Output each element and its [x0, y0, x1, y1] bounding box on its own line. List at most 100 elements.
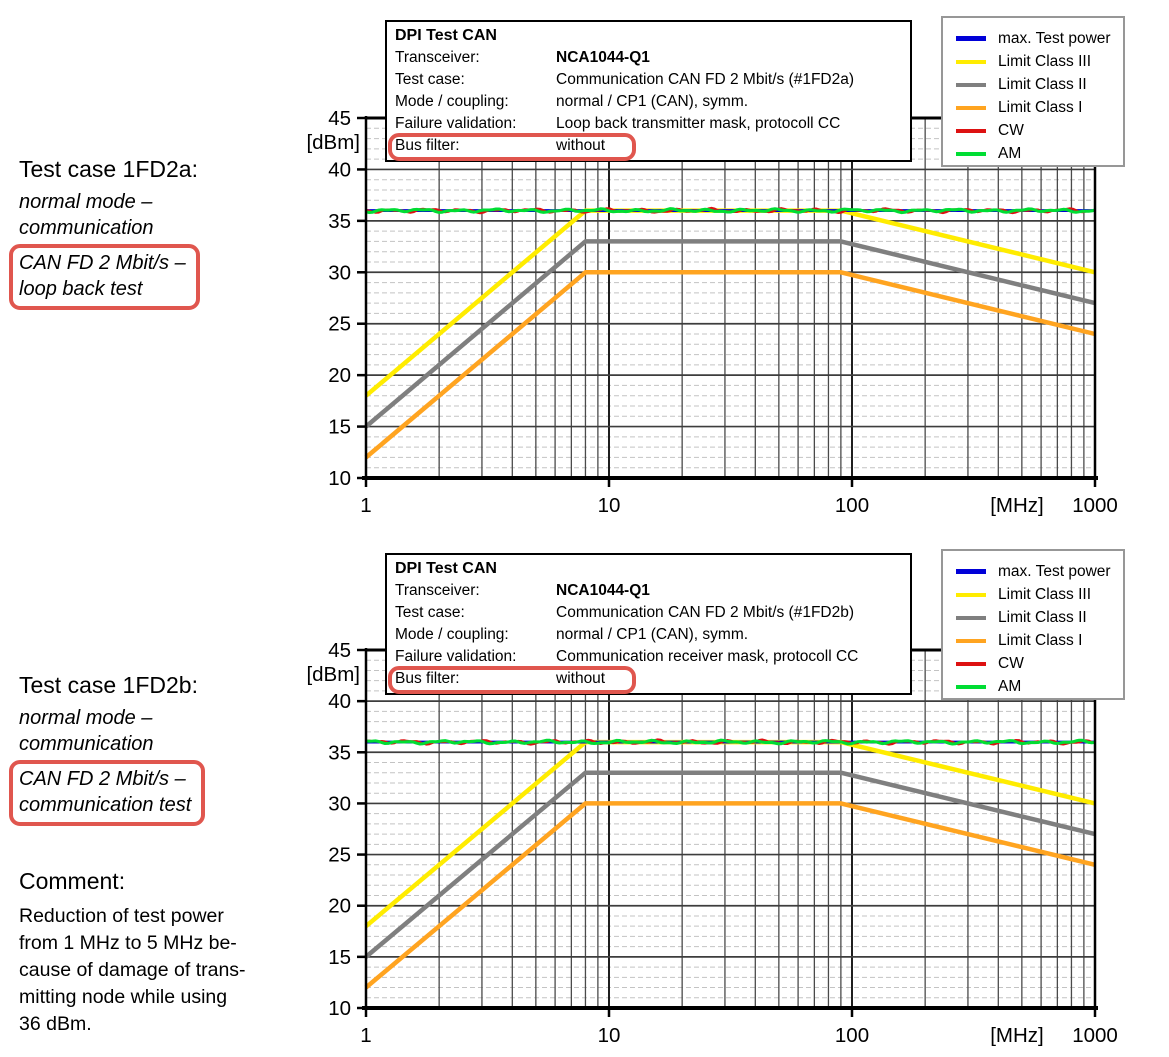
legend-item-am: AM	[956, 142, 1123, 165]
test-case-italic-line: normal mode –	[19, 191, 153, 213]
comment-block: Comment: Reduction of test power from 1 M…	[19, 868, 246, 1038]
legend-line-sample	[956, 592, 986, 597]
test-case-italic-line: communication	[19, 217, 154, 239]
y-tick-label: 20	[328, 364, 351, 387]
series-limit-class-i	[364, 801, 1096, 990]
legend-item-label: Limit Class II	[998, 75, 1087, 93]
legend-item-label: CW	[998, 654, 1024, 672]
info-box-row-test-case: Test case: Communication CAN FD 2 Mbit/s …	[395, 69, 902, 91]
info-row-label: Failure validation:	[395, 115, 517, 132]
legend-line-sample	[956, 684, 986, 689]
grid-vertical-decades	[608, 118, 853, 478]
legend-item-label: AM	[998, 144, 1022, 162]
info-box-row-mode-coupling: Mode / coupling: normal / CP1 (CAN), symm…	[395, 91, 902, 113]
y-tick-label: 25	[328, 313, 351, 336]
info-row-value: Communication CAN FD 2 Mbit/s (#1FD2a)	[556, 71, 855, 88]
y-tick-label: 35	[328, 210, 351, 233]
info-box-title: DPI Test CAN	[395, 27, 497, 44]
x-tick-label: 1	[360, 494, 371, 517]
info-box-row-transceiver: Transceiver: NCA1044-Q1	[395, 580, 902, 602]
y-tick-label: 30	[328, 261, 351, 284]
legend-item-am: AM	[956, 675, 1123, 698]
highlight-box: CAN FD 2 Mbit/s – communication test	[9, 760, 206, 826]
info-row-label: Mode / coupling:	[395, 626, 509, 643]
info-box-row-failure-validation: Failure validation: Loop back transmitter…	[395, 113, 902, 135]
info-row-label: Transceiver:	[395, 582, 480, 599]
legend-item-label: max. Test power	[998, 562, 1111, 580]
legend-item-limit-class-i: Limit Class I	[956, 96, 1123, 119]
info-row-label: Test case:	[395, 71, 465, 88]
test-case-boxed-line: CAN FD 2 Mbit/s –	[19, 768, 186, 790]
info-row-value: NCA1044-Q1	[556, 49, 650, 66]
legend-line-sample	[956, 661, 986, 666]
series-am	[365, 738, 1096, 746]
chart1-legend: max. Test power Limit Class III Limit Clas…	[941, 16, 1125, 167]
test-case-1fd2a-annotation: Test case 1FD2a: normal mode – communicat…	[9, 156, 200, 310]
comment-line: 36 dBm.	[19, 1013, 92, 1035]
comment-text: Reduction of test power from 1 MHz to 5 M…	[19, 903, 246, 1038]
y-tick-label: 25	[328, 844, 351, 867]
test-case-boxed-line: loop back test	[19, 278, 143, 300]
legend-line-sample	[956, 128, 986, 133]
test-case-boxed-line: communication test	[19, 794, 192, 816]
info-row-value: without	[556, 137, 606, 154]
y-tick-label: 30	[328, 792, 351, 815]
legend-item-label: Limit Class I	[998, 631, 1083, 649]
comment-title: Comment:	[19, 868, 126, 894]
legend-line-sample	[956, 105, 986, 110]
info-row-label: Mode / coupling:	[395, 93, 509, 110]
grid-minor-horizontal	[366, 127, 1095, 469]
info-box-title: DPI Test CAN	[395, 560, 497, 577]
legend-item-label: Limit Class III	[998, 52, 1092, 70]
test-case-italic-line: communication	[19, 733, 154, 755]
info-box-row-bus-filter: Bus filter: without	[395, 135, 902, 157]
x-tick-label: 10	[598, 494, 621, 517]
legend-item-max-test-power: max. Test power	[956, 27, 1123, 50]
x-axis-unit-label: [MHz]	[990, 494, 1044, 517]
comment-line: mitting node while using	[19, 986, 228, 1008]
info-row-label: Failure validation:	[395, 648, 517, 665]
info-row-label: Test case:	[395, 604, 465, 621]
y-tick-label: 35	[328, 741, 351, 764]
chart-dpi-test-can-1fd2b: 10 15 20 25 30 35 40 45[dBm] 1 10 100 1000 [MHz]	[306, 639, 1117, 1047]
bus-filter-highlight	[388, 133, 636, 161]
series-limit-class-ii	[364, 239, 1096, 429]
y-tick-label: 40	[328, 158, 351, 181]
grid-vertical-minor	[438, 118, 1085, 478]
info-row-value: NCA1044-Q1	[556, 582, 650, 599]
x-axis-unit-label: [MHz]	[990, 1024, 1044, 1047]
x-tick-label: 1	[360, 1024, 371, 1047]
legend-item-limit-class-iii: Limit Class III	[956, 583, 1123, 606]
test-case-subtitle: normal mode – communication	[19, 705, 205, 757]
legend-item-label: Limit Class I	[998, 98, 1083, 116]
legend-line-sample	[956, 82, 986, 87]
info-box-row-transceiver: Transceiver: NCA1044-Q1	[395, 47, 902, 69]
info-box-row-mode-coupling: Mode / coupling: normal / CP1 (CAN), symm…	[395, 624, 902, 646]
info-row-label: Bus filter:	[395, 137, 460, 154]
y-tick-label: 15	[328, 946, 351, 969]
chart2-legend: max. Test power Limit Class III Limit Clas…	[941, 549, 1125, 700]
legend-line-sample	[956, 36, 986, 41]
grid-major-horizontal	[366, 168, 1095, 428]
legend-item-label: AM	[998, 677, 1022, 695]
legend-line-sample	[956, 638, 986, 643]
comment-line: Reduction of test power	[19, 905, 224, 927]
y-tick-label: 10	[328, 467, 351, 490]
legend-line-sample	[956, 569, 986, 574]
legend-item-label: CW	[998, 121, 1024, 139]
legend-item-limit-class-ii: Limit Class II	[956, 606, 1123, 629]
legend-item-limit-class-i: Limit Class I	[956, 629, 1123, 652]
series-am	[365, 207, 1096, 215]
legend-line-sample	[956, 151, 986, 156]
x-tick-label: 100	[835, 1024, 869, 1047]
legend-item-label: max. Test power	[998, 29, 1111, 47]
highlight-box: CAN FD 2 Mbit/s – loop back test	[9, 244, 200, 310]
legend-line-sample	[956, 59, 986, 64]
y-axis-unit-label: [dBm]	[306, 663, 360, 686]
y-tick-label: 20	[328, 895, 351, 918]
x-tick-label: 1000	[1072, 1024, 1118, 1047]
comment-line: from 1 MHz to 5 MHz be-	[19, 932, 237, 954]
test-case-italic-line: normal mode –	[19, 707, 153, 729]
